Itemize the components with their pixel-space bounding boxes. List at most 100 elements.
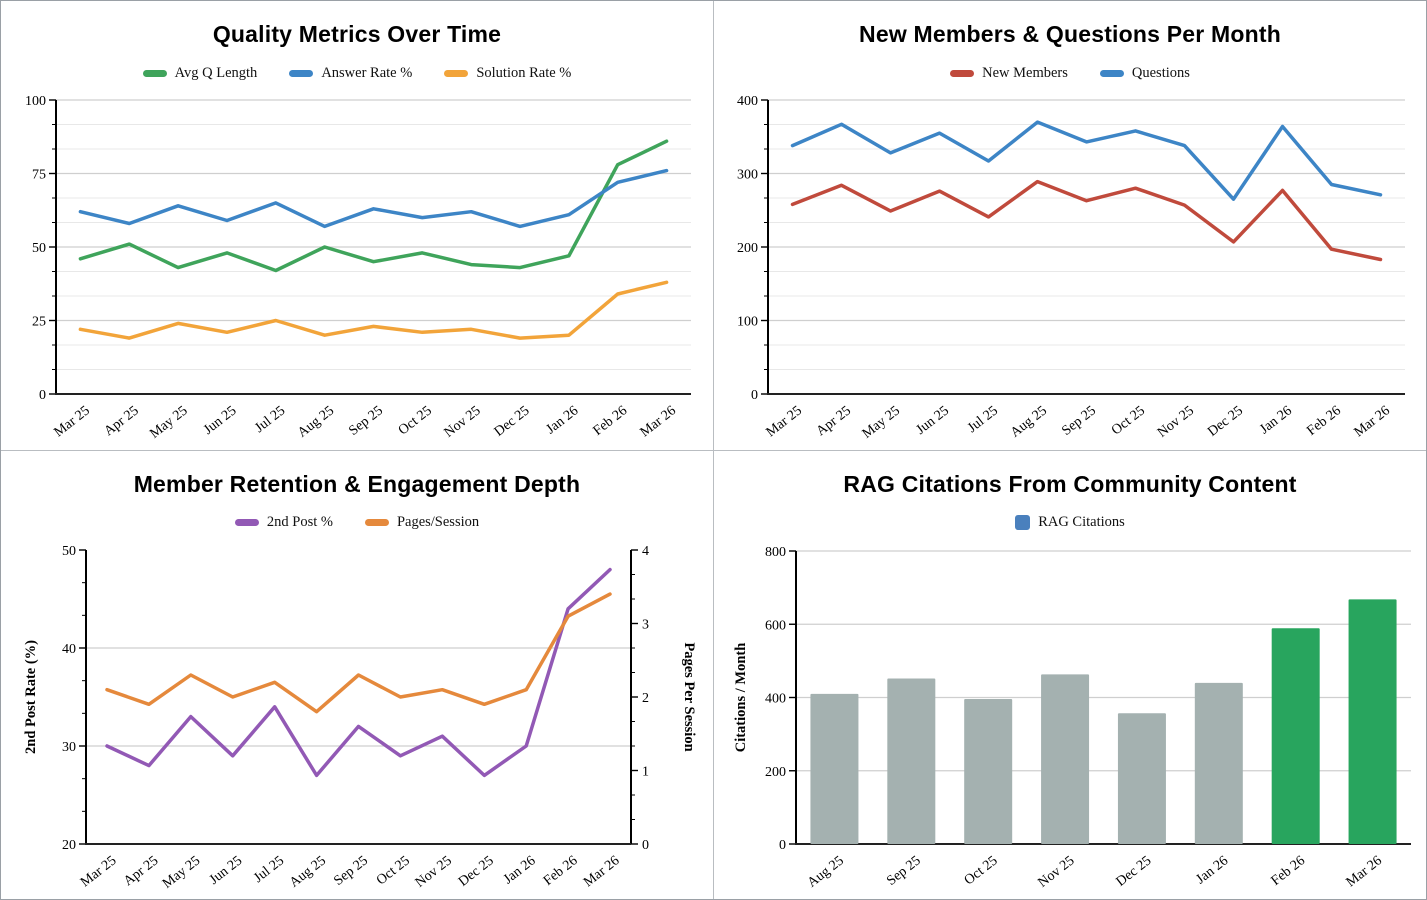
x-tick-label: Dec 25 [1114,853,1155,889]
x-tick-label: Dec 25 [492,403,533,439]
x-tick-label: Mar 25 [78,853,119,890]
legend-swatch-answer-rate [289,69,314,77]
x-tick-label: Feb 26 [591,403,631,439]
x-tick-label: May 25 [147,403,190,441]
chart-legend: Avg Q Length Answer Rate % Solution Rate % [1,63,713,83]
bar-oct-25 [964,698,1013,844]
legend-item-answer-rate: Answer Rate % [289,65,412,82]
series-line-2nd-post [105,567,612,777]
legend-label: New Members [982,64,1068,81]
y-tick-label: 300 [737,168,758,183]
y-tick-label: 400 [765,691,786,706]
axes [49,99,691,395]
chart-panel-retention-engagement: Member Retention & Engagement Depth 2nd … [1,450,713,899]
x-tick-label: Jan 26 [501,853,539,887]
bar-feb-26 [1271,627,1320,844]
legend-swatch-rag-citations [1015,515,1031,530]
bar-nov-25 [1041,673,1090,844]
x-tick-label: Jun 25 [201,403,239,438]
series-line-answer-rate [78,168,669,229]
x-tick-label: Jul 25 [965,403,1001,436]
legend-swatch-2nd-post [234,519,259,526]
x-tick-label: Sep 25 [1059,403,1099,439]
x-tick-label: Oct 25 [396,403,435,438]
x-tick-label: May 25 [160,853,203,891]
x-tick-label: Jul 25 [251,853,287,886]
bar-mar-26 [1348,598,1397,844]
series-line-pages-session [105,591,612,713]
legend-swatch-avg-q-length [142,69,167,77]
legend-item-solution-rate: Solution Rate % [444,65,571,82]
y-tick-label: 0 [39,388,46,403]
chart-panel-rag-citations: RAG Citations From Community Content RAG… [714,450,1426,899]
series-line-new-members [790,179,1383,262]
y-tick-label: 0 [751,388,758,403]
x-tick-label: Mar 26 [638,403,679,440]
x-tick-label: Apr 25 [814,403,854,439]
bar-sep-25 [887,677,936,844]
members-questions-plot: 0 100 200 300 400 Mar 25 Apr 25 May 25 Jun 25 Jul… [737,94,1405,442]
chart-title-retention-engagement: Member Retention & Engagement Depth [133,470,581,497]
legend-label: Questions [1131,64,1190,81]
x-tick-label: Jan 26 [1194,853,1232,887]
legend-item-avg-q-length: Avg Q Length [142,64,258,82]
x-tick-label: Mar 26 [581,853,622,890]
x-tick-label: Feb 26 [1269,853,1309,889]
x-tick-label: Nov 25 [413,853,455,890]
axes [79,548,638,845]
retention-engagement-plot: 20 30 40 50 0 1 2 3 4 Pages Per Session 2nd Post R… [23,544,697,892]
y-tick-label: 25 [32,315,46,330]
y-tick-label: 100 [737,315,758,330]
axis-labels: 20 30 40 50 0 1 2 3 4 Pages Per Session 2nd Post R… [23,544,697,892]
y-tick-label-right: 0 [642,838,649,853]
axis-labels: 0 25 50 75 100 Mar 25 Apr 25 May 25 Jun 25 Jul 25… [25,94,679,442]
y-tick-label-right: 2 [642,691,649,706]
legend-swatch-new-members [950,69,975,77]
chart-title-members-questions: New Members & Questions Per Month [859,21,1281,47]
legend-label: RAG Citations [1038,514,1125,530]
x-tick-label: Aug 25 [805,853,847,890]
bar-jan-26 [1194,682,1243,844]
x-tick-label: Oct 25 [1109,403,1148,438]
x-tick-label: Feb 26 [541,853,581,889]
rag-citations-plot: 0 200 400 600 800 Citations / Month Aug 25 Sep … [733,545,1411,890]
x-tick-label: Nov 25 [1035,853,1077,890]
legend-item-questions: Questions [1099,64,1190,82]
legend-item-pages-session: Pages/Session [364,514,479,531]
axis-labels: 0 100 200 300 400 Mar 25 Apr 25 May 25 Jun 25 Jul… [737,94,1393,442]
y-tick-label: 400 [737,94,758,109]
x-tick-label: Aug 25 [295,403,337,440]
legend-item-rag-citations: RAG Citations [1015,514,1125,531]
chart-panel-quality-metrics: Quality Metrics Over Time Avg Q Length An… [1,1,713,450]
x-tick-label: Feb 26 [1304,403,1344,439]
chart-legend: 2nd Post % Pages/Session [1,513,713,533]
y-tick-label-right: 4 [642,544,649,559]
x-tick-label: Dec 25 [456,853,497,889]
legend-swatch-questions [1099,69,1124,77]
chart-title-quality-metrics: Quality Metrics Over Time [212,21,502,47]
x-tick-label: Aug 25 [1008,403,1050,440]
y-tick-label: 200 [765,764,786,779]
x-tick-label: Apr 25 [121,853,161,889]
chart-legend: New Members Questions [714,63,1426,83]
legend-label: Avg Q Length [174,64,258,81]
legend-swatch-pages-session [364,519,389,526]
x-tick-label: Sep 25 [884,853,924,889]
x-tick-label: Jun 25 [207,853,245,888]
legend-label: Answer Rate % [321,64,413,81]
y-tick-label: 600 [765,618,786,633]
x-tick-label: Jan 26 [1257,403,1295,437]
x-tick-label: Aug 25 [287,853,329,890]
y-tick-label: 50 [62,544,76,559]
gridlines [86,646,631,747]
y-tick-label: 40 [62,642,76,657]
legend-label: Solution Rate % [476,64,572,81]
series-line-avg-q-length [78,139,669,273]
x-tick-label: Sep 25 [331,853,371,889]
y-tick-label-right: 3 [642,617,649,632]
chart-title-rag-citations: RAG Citations From Community Content [843,470,1297,497]
series [78,139,669,340]
series-line-solution-rate [78,280,669,340]
y-tick-label: 200 [737,241,758,256]
